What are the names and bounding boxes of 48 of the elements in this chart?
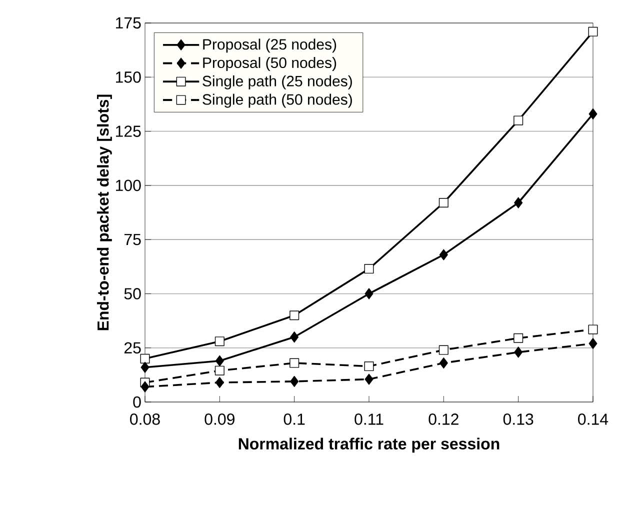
x-tick-label: 0.12	[428, 414, 458, 425]
x-tick-label: 0.08	[130, 414, 160, 425]
point	[364, 362, 374, 372]
point	[290, 310, 300, 320]
y-tick-label: 0	[133, 396, 141, 408]
point	[588, 324, 598, 334]
point	[439, 249, 448, 260]
x-tick-label: 0.13	[503, 414, 534, 425]
point	[214, 366, 224, 376]
point	[588, 26, 598, 36]
x-tick-label: 0.14	[578, 414, 608, 425]
legend-label: Proposal (25 nodes)	[203, 38, 336, 53]
point	[215, 376, 224, 388]
legend-label: Single path (25 nodes)	[202, 75, 352, 90]
y-tick-label: 125	[116, 126, 141, 137]
point	[514, 333, 524, 343]
y-tick-label: 175	[116, 17, 141, 29]
point	[588, 338, 598, 350]
point	[140, 362, 150, 373]
y-tick-label: 75	[124, 234, 141, 246]
point	[140, 381, 150, 392]
point	[364, 288, 374, 300]
y-tick-label: 25	[124, 342, 141, 354]
x-axis-title: Normalized traffic rate per session	[238, 438, 500, 453]
point	[215, 355, 224, 366]
legend-label: Proposal (50 nodes)	[203, 57, 336, 72]
point	[439, 357, 448, 369]
point	[290, 358, 300, 368]
point	[290, 331, 299, 343]
point	[514, 197, 523, 208]
y-tick-label: 50	[124, 288, 141, 300]
point	[140, 354, 150, 364]
point	[438, 345, 448, 355]
point	[588, 108, 598, 120]
point	[438, 198, 448, 208]
y-tick-label: 150	[116, 71, 141, 83]
legend-label: Single path (50 nodes)	[202, 94, 352, 108]
x-tick-label: 0.1	[284, 414, 305, 425]
x-tick-label: 0.09	[204, 414, 234, 425]
x-tick-label: 0.11	[354, 414, 384, 425]
y-axis-title: End-to-end packet delay [slots]	[97, 94, 112, 330]
point	[290, 376, 299, 387]
y-tick-label: 100	[116, 180, 141, 192]
point	[514, 346, 523, 358]
point	[364, 374, 374, 385]
point	[514, 116, 524, 126]
point	[214, 336, 224, 346]
point	[364, 264, 374, 274]
